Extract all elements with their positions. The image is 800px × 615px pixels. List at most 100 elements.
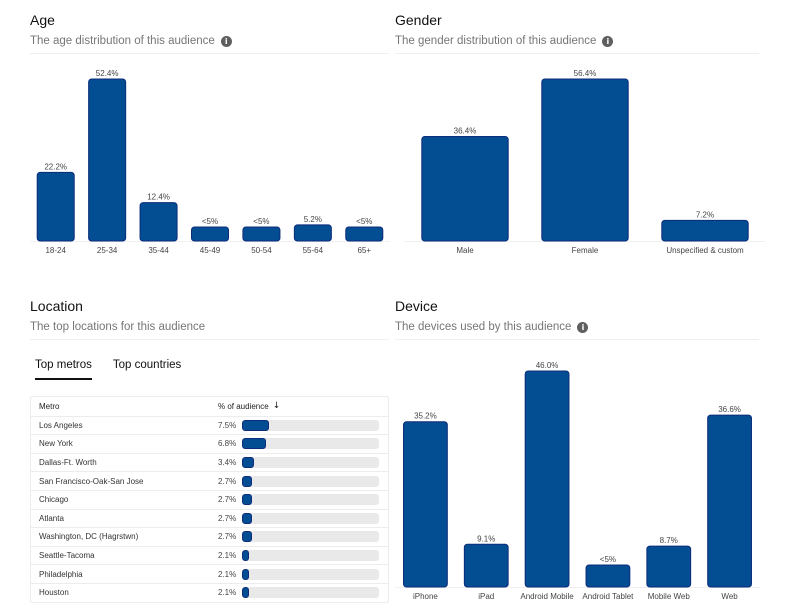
x-tick-label: Female xyxy=(572,246,599,255)
table-row: Seattle-Tacoma 2.1% xyxy=(31,545,388,565)
bar-gender-2[interactable] xyxy=(661,219,749,242)
bar-age-0[interactable] xyxy=(36,171,75,242)
metro-bar-track xyxy=(242,419,379,431)
bar-gender-0[interactable] xyxy=(421,135,509,242)
metro-bar-track xyxy=(242,438,379,450)
age-subtitle-text: The age distribution of this audience xyxy=(30,35,215,47)
metro-pct: 2.1% xyxy=(218,569,237,579)
bar-age-2[interactable] xyxy=(139,202,178,242)
metro-bar-fill xyxy=(242,438,267,450)
x-tick-label: 35-44 xyxy=(148,246,169,255)
gender-panel: Gender The gender distribution of this a… xyxy=(395,12,759,54)
metro-bar-fill xyxy=(242,568,250,580)
bar-device-3[interactable] xyxy=(585,564,631,588)
metro-bar-track xyxy=(242,475,379,487)
x-tick-label: Android Mobile xyxy=(520,592,574,601)
tab-top-countries[interactable]: Top countries xyxy=(112,359,182,371)
metro-bar-track xyxy=(242,512,379,524)
metro-bar-fill xyxy=(242,457,255,469)
data-label: <5% xyxy=(253,217,269,226)
data-label: 8.7% xyxy=(660,536,678,545)
gender-divider xyxy=(395,53,759,54)
metro-name: Seattle-Tacoma xyxy=(39,551,95,561)
x-tick-label: Web xyxy=(721,592,738,601)
age-chart: 22.2% 18-24 52.4% 25-34 12.4% 35-44 <5% 45-49 <5… xyxy=(30,69,390,255)
column-header-pct-label: % of audience xyxy=(218,401,269,411)
metro-bar-fill xyxy=(242,512,252,524)
x-tick-label: 65+ xyxy=(357,246,371,255)
bar-device-2[interactable] xyxy=(524,370,570,588)
data-label: 7.2% xyxy=(696,210,714,219)
metro-pct: 2.1% xyxy=(218,551,237,561)
data-label: 22.2% xyxy=(44,162,67,171)
location-divider xyxy=(30,339,389,340)
location-subtitle-text: The top locations for this audience xyxy=(30,321,206,333)
bar-age-1[interactable] xyxy=(88,78,127,242)
metro-pct: 2.7% xyxy=(218,495,237,505)
bar-device-1[interactable] xyxy=(463,543,509,588)
age-title: Age xyxy=(30,12,55,28)
metro-name: Houston xyxy=(39,588,69,598)
info-icon[interactable]: i xyxy=(602,35,614,47)
data-label: 36.6% xyxy=(718,405,741,414)
metro-pct: 2.1% xyxy=(218,588,237,598)
gender-title: Gender xyxy=(395,12,442,28)
metro-bar-track xyxy=(242,550,379,562)
x-tick-label: Android Tablet xyxy=(582,592,634,601)
device-chart: 35.2% iPhone 9.1% iPad 46.0% Android Mobile <5… xyxy=(395,361,760,601)
bar-device-5[interactable] xyxy=(707,414,752,588)
bar-device-4[interactable] xyxy=(646,545,692,588)
data-label: 9.1% xyxy=(477,534,495,543)
table-row: Chicago 2.7% xyxy=(31,489,388,509)
bar-age-3[interactable] xyxy=(190,226,230,242)
data-label: <5% xyxy=(356,217,372,226)
metro-bar-fill xyxy=(242,587,250,599)
bar-age-6[interactable] xyxy=(345,226,384,242)
metro-name: Dallas-Ft. Worth xyxy=(39,458,97,468)
tab-top-metros[interactable]: Top metros xyxy=(35,359,92,380)
data-label: <5% xyxy=(202,217,218,226)
info-icon[interactable]: i xyxy=(220,35,232,47)
data-label: 52.4% xyxy=(96,69,119,78)
data-label: <5% xyxy=(600,555,616,564)
metro-bar-track xyxy=(242,587,379,599)
column-header-pct[interactable]: % of audience ↓ xyxy=(210,401,280,411)
bar-age-5[interactable] xyxy=(293,224,332,242)
metro-bar-track xyxy=(242,568,379,580)
metro-name: Washington, DC (Hagrstwn) xyxy=(39,532,139,542)
table-row: Philadelphia 2.1% xyxy=(31,564,388,583)
metro-pct: 2.7% xyxy=(218,532,237,542)
x-tick-label: 25-34 xyxy=(97,246,118,255)
age-divider xyxy=(30,53,389,54)
device-panel: Device The devices used by this audience… xyxy=(395,298,759,340)
metro-name: Los Angeles xyxy=(39,420,83,430)
x-tick-label: 45-49 xyxy=(200,246,221,255)
data-label: 36.4% xyxy=(454,126,477,135)
metro-bar-track xyxy=(242,531,379,543)
age-subtitle: The age distribution of this audience i xyxy=(30,35,389,47)
x-tick-label: 50-54 xyxy=(251,246,272,255)
bar-age-4[interactable] xyxy=(242,226,281,242)
data-label: 35.2% xyxy=(414,412,437,421)
bar-device-0[interactable] xyxy=(403,421,448,588)
metro-pct: 3.4% xyxy=(218,458,237,468)
x-tick-label: iPhone xyxy=(413,592,438,601)
metro-bar-fill xyxy=(242,494,252,506)
info-icon[interactable]: i xyxy=(577,321,589,333)
table-row: New York 6.8% xyxy=(31,434,388,453)
metro-name: Atlanta xyxy=(39,513,64,523)
table-row: San Francisco-Oak-San Jose 2.7% xyxy=(31,471,388,490)
data-label: 46.0% xyxy=(536,361,559,370)
arrow-down-icon[interactable]: ↓ xyxy=(272,401,281,412)
metro-bar-fill xyxy=(242,550,250,562)
bar-gender-1[interactable] xyxy=(541,78,629,242)
table-row: Washington, DC (Hagrstwn) 2.7% xyxy=(31,527,388,546)
table-header: Metro % of audience ↓ xyxy=(31,397,388,416)
location-tabs: Top metros Top countries xyxy=(35,359,181,380)
age-panel: Age The age distribution of this audienc… xyxy=(30,12,389,54)
column-header-metro[interactable]: Metro xyxy=(39,401,60,411)
data-label: 56.4% xyxy=(574,69,597,78)
gender-subtitle-text: The gender distribution of this audience xyxy=(395,35,597,47)
device-subtitle: The devices used by this audience i xyxy=(395,321,759,333)
metro-name: New York xyxy=(39,439,73,449)
